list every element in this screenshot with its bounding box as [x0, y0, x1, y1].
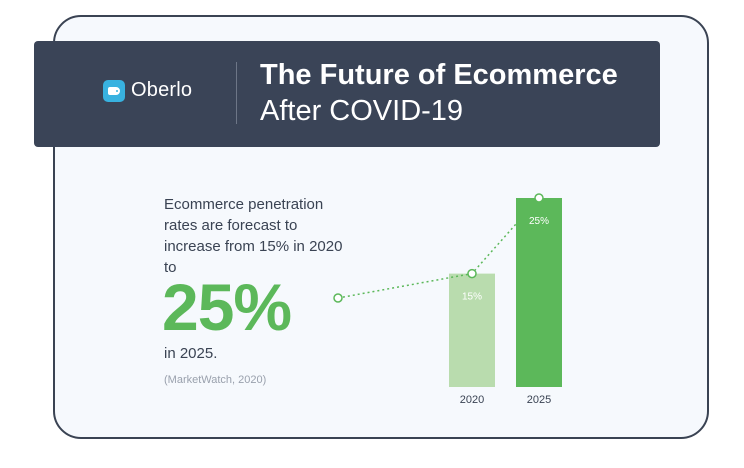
x-tick-label-2020: 2020: [460, 394, 484, 406]
trend-point-2025: [534, 193, 544, 203]
tag-icon: [103, 79, 125, 102]
bar-2020: [449, 273, 495, 387]
brand-logo: Oberlo: [103, 79, 192, 102]
source-citation: (MarketWatch, 2020): [164, 374, 267, 386]
highlight-percentage: 25%: [162, 270, 292, 344]
page-subtitle: After COVID-19: [260, 95, 464, 127]
tag-shape: [108, 86, 120, 95]
data-label-2025: 25%: [529, 216, 549, 227]
brand-name: Oberlo: [131, 79, 193, 101]
trend-start-point: [333, 293, 343, 303]
trend-line: [337, 197, 540, 299]
data-label-2020: 15%: [462, 292, 482, 303]
description-text: Ecommerce penetration rates are forecast…: [164, 196, 343, 276]
header-divider: [236, 62, 237, 124]
header-banner: [34, 41, 660, 147]
description-tail: in 2025.: [164, 345, 218, 362]
bar-2025: [516, 198, 562, 387]
trend-point-2020: [467, 268, 477, 279]
page-title: The Future of Ecommerce: [260, 59, 618, 91]
x-tick-label-2025: 2025: [527, 394, 551, 406]
tag-hole: [116, 89, 118, 92]
